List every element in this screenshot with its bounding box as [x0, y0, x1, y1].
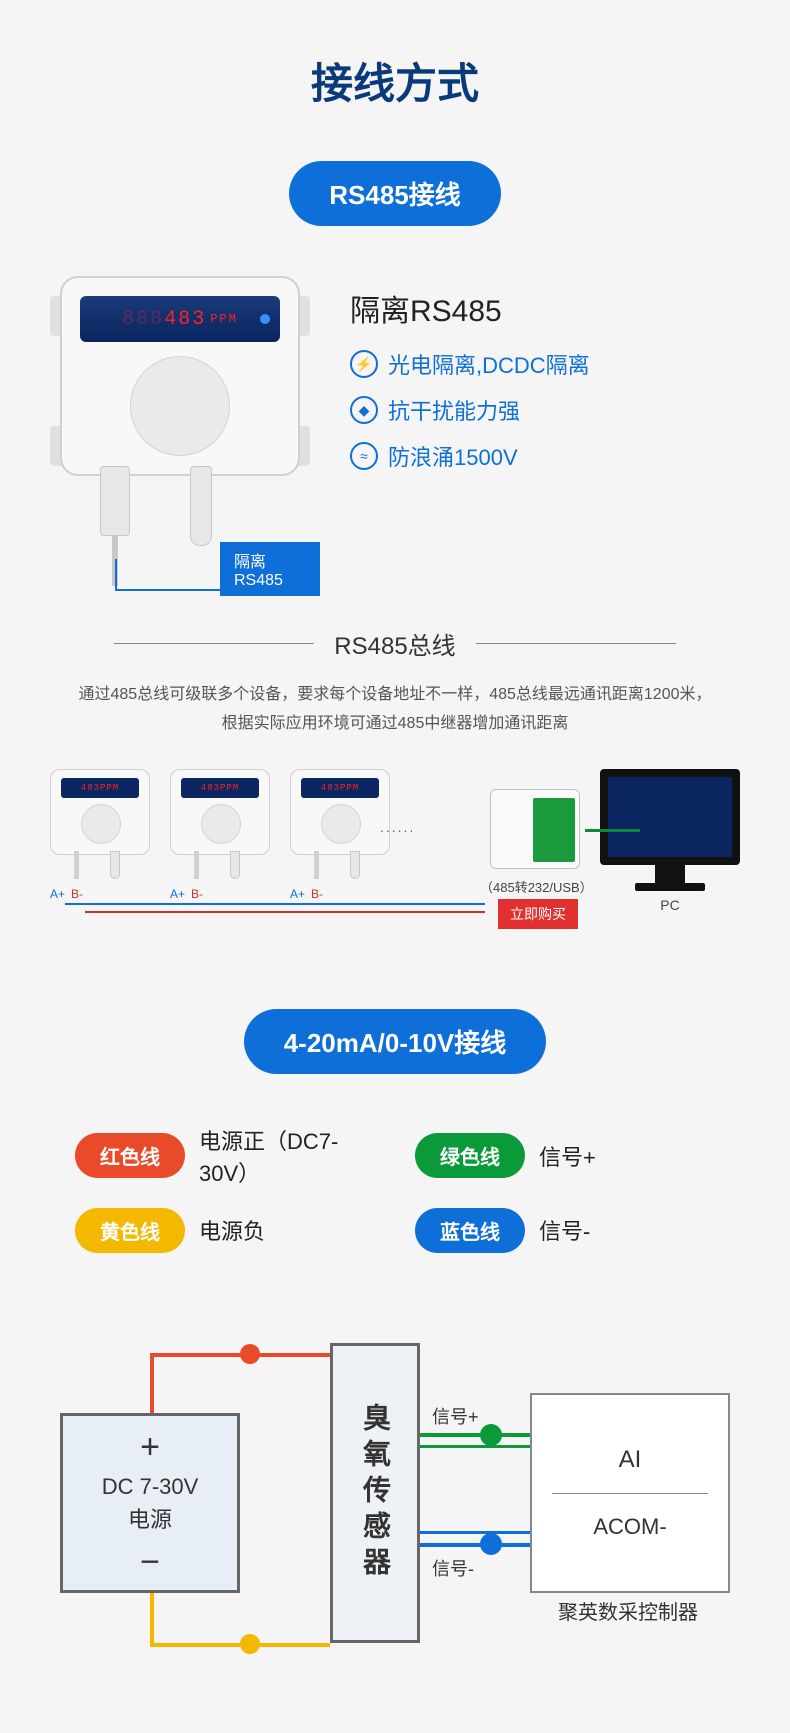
node-yellow	[240, 1634, 260, 1654]
lightning-icon: ⚡	[350, 350, 378, 378]
device-led-display: 888483PPM	[80, 296, 280, 342]
converter-label: （485转232/USB）	[480, 877, 593, 896]
rs485-converter	[490, 789, 580, 869]
legend-yellow: 黄色线 电源负	[75, 1208, 375, 1253]
pc-label: PC	[600, 897, 740, 913]
bus-wire-pc	[585, 829, 640, 832]
wire-color-legend: 红色线 电源正（DC7-30V） 绿色线 信号+ 黄色线 电源负 蓝色线 信号-	[40, 1124, 750, 1253]
buy-now-button[interactable]: 立即购买	[498, 899, 578, 929]
node-green	[480, 1424, 502, 1446]
feature-list: 隔离RS485 ⚡ 光电隔离,DCDC隔离 ◆ 抗干扰能力强 ≈ 防浪涌1500…	[350, 276, 750, 486]
feature-item: ⚡ 光电隔离,DCDC隔离	[350, 348, 750, 380]
bus-device-3: 483PPM A+B-	[290, 769, 390, 855]
shield-icon: ◆	[350, 396, 378, 424]
ellipsis: ......	[380, 819, 415, 835]
bus-device-1: 483PPM A+B-	[50, 769, 150, 855]
node-blue	[480, 1533, 502, 1555]
bus-device-2: 483PPM A+B-	[170, 769, 270, 855]
node-red	[240, 1344, 260, 1364]
analog-wiring-diagram: + DC 7-30V 电源 − 臭氧传感器 AI ACOM- 聚英数采控制器 信…	[60, 1303, 730, 1683]
rs485-section-pill: RS485接线	[289, 161, 501, 226]
bus-wire-a	[65, 903, 485, 905]
bus-wire-b	[85, 911, 485, 913]
bus-divider: RS485总线	[40, 626, 750, 661]
feature-item: ≈ 防浪涌1500V	[350, 440, 750, 472]
legend-green: 绿色线 信号+	[415, 1124, 715, 1188]
legend-blue: 蓝色线 信号-	[415, 1208, 715, 1253]
wave-icon: ≈	[350, 442, 378, 470]
page-title: 接线方式	[40, 50, 750, 111]
rs485-bus-diagram: 483PPM A+B- 483PPM A+B- 483PPM A+B- ....…	[50, 769, 740, 969]
controller-box: AI ACOM- 聚英数采控制器	[530, 1393, 730, 1593]
bus-description: 通过485总线可级联多个设备，要求每个设备地址不一样，485总线最远通讯距离12…	[40, 681, 750, 739]
feature-item: ◆ 抗干扰能力强	[350, 394, 750, 426]
power-supply-box: + DC 7-30V 电源 −	[60, 1413, 240, 1593]
controller-label: 聚英数采控制器	[528, 1596, 728, 1625]
pc-monitor: PC	[600, 769, 740, 913]
device-rs485-label: 隔离RS485	[220, 542, 320, 596]
feature-title: 隔离RS485	[350, 286, 750, 330]
analog-section-pill: 4-20mA/0-10V接线	[244, 1009, 547, 1074]
legend-red: 红色线 电源正（DC7-30V）	[75, 1124, 375, 1188]
signal-plus-label: 信号+	[432, 1403, 479, 1429]
bus-title: RS485总线	[334, 626, 455, 661]
rs485-feature-block: 888483PPM 隔离RS485 隔离RS485 ⚡ 光电隔离,DCDC隔离 …	[40, 276, 750, 556]
ozone-sensor-box: 臭氧传感器	[330, 1343, 420, 1643]
signal-minus-label: 信号-	[432, 1555, 474, 1581]
sensor-device-illustration: 888483PPM 隔离RS485	[40, 276, 320, 556]
